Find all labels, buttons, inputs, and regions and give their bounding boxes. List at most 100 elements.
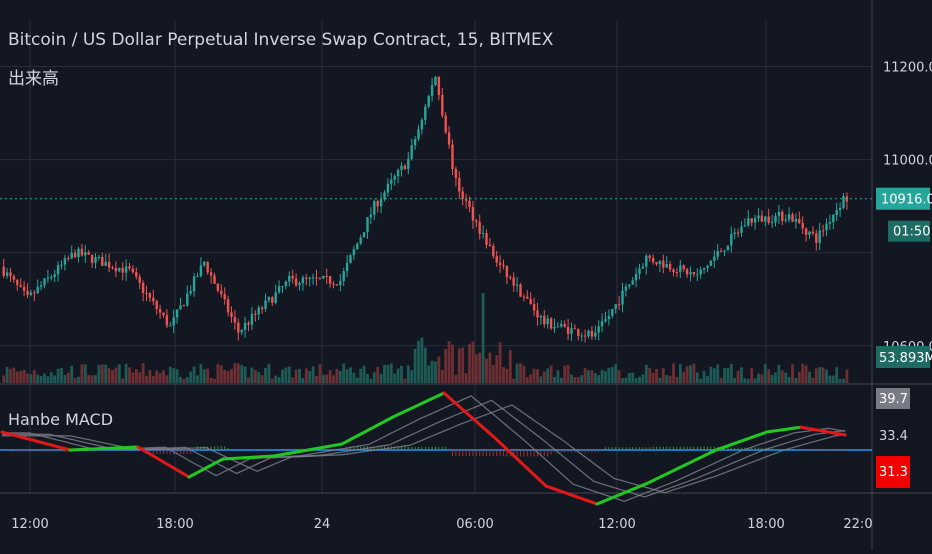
candle [496,256,498,262]
volume-bar [835,367,838,383]
candle [400,166,402,170]
candle [530,299,532,304]
volume-bar [676,377,679,383]
candle [152,298,154,301]
candle [560,324,562,327]
volume-bar [152,376,155,383]
volume-bar [50,372,53,383]
volume-bar [812,378,815,383]
candle [285,281,287,286]
candle [3,267,5,276]
volume-bar [791,364,794,383]
volume-bar [570,375,573,383]
volume-bar [295,370,298,383]
candle [91,255,93,263]
volume-label: 出来高 [8,64,59,89]
candle [781,212,783,221]
volume-bar [645,365,648,383]
volume-bar [13,368,16,383]
volume-bar [795,378,798,383]
volume-bar [822,367,825,383]
volume-bar [761,374,764,383]
volume-bar [53,375,56,383]
candle [332,284,334,285]
volume-bar [271,379,274,383]
candle [438,77,440,95]
candle [6,272,8,275]
candle [798,219,800,223]
candle [319,278,321,279]
volume-bar [825,370,828,383]
candle [40,285,42,287]
volume-bar [227,371,230,383]
time-tick-label: 22:0 [843,517,872,532]
candle [638,268,640,274]
candle [448,132,450,144]
candle [455,169,457,178]
candle [298,283,300,285]
candle [567,327,569,334]
volume-bar [2,376,5,383]
volume-bar [829,376,832,383]
candle [118,268,120,271]
volume-bar [217,364,220,383]
candle [740,227,742,233]
candle [115,268,117,271]
volume-bar [730,364,733,383]
grid-lines [0,20,872,493]
candle [77,249,79,257]
candle [713,257,715,261]
macd-title: Hanbe MACD [8,410,113,429]
candle [349,255,351,263]
volume-bar [699,379,702,383]
volume-bar [720,378,723,383]
candle [166,315,168,325]
volume-bar [744,378,747,383]
time-tick-label: 12:00 [598,517,635,532]
candle [9,272,11,276]
volume-bar [74,378,77,383]
volume-bar [693,364,696,383]
volume-bar [203,369,206,383]
candle [162,313,164,316]
volume-bar [407,365,410,383]
volume-bar [686,366,689,383]
candle [768,217,770,223]
volume-bar [468,344,471,383]
candle [139,277,141,283]
candle [604,319,606,321]
volume-bar [183,379,186,383]
volume-bar [206,369,209,383]
volume-bar [451,344,454,383]
macd-value-top: 39.7 [879,392,908,407]
volume-bar [737,371,740,383]
candle [513,278,515,286]
volume-bar [733,378,736,383]
volume-bar [604,371,607,383]
volume-bar [390,363,393,383]
volume-bar [346,369,349,383]
volume-bar [771,375,774,383]
candle [84,252,86,255]
candle [88,252,90,254]
volume-bar [839,379,842,383]
volume-bar [159,373,162,383]
candle [472,207,474,221]
volume-bar [608,368,611,383]
volume-bar [703,371,706,383]
volume-bar [424,348,427,383]
candle [411,145,413,158]
volume-bar [492,365,495,383]
candle [203,262,205,265]
candle [237,322,239,332]
candle [751,218,753,222]
volume-bar [349,367,352,383]
candle [247,323,249,325]
candle [105,262,107,266]
candle [329,276,331,284]
volume-bar [472,342,475,383]
volume-bar [808,372,811,383]
candle [20,285,22,287]
